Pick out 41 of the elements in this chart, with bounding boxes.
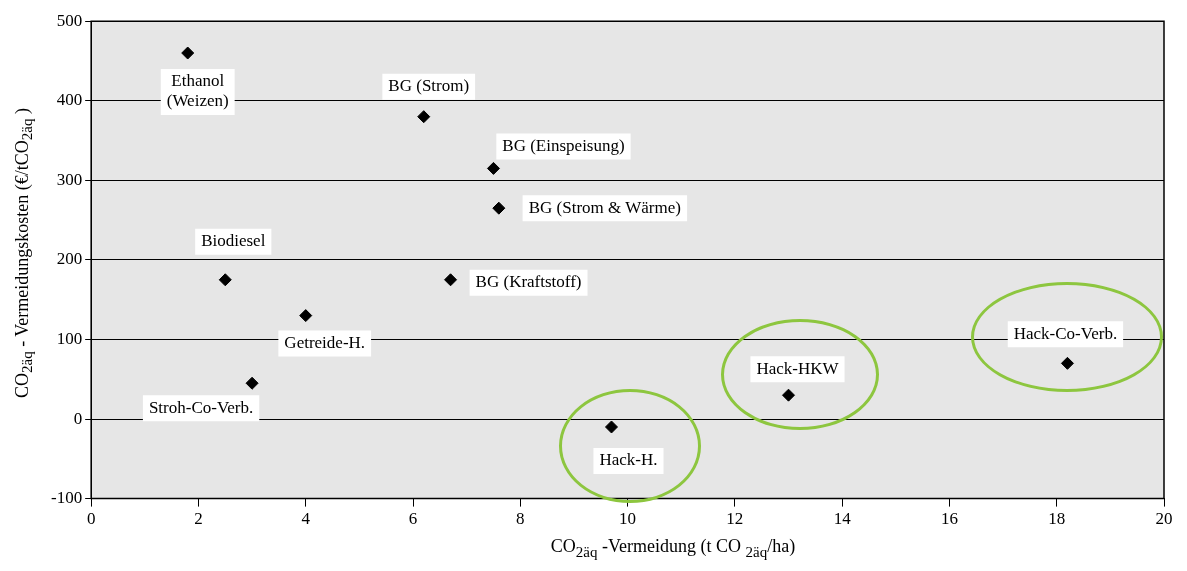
y-tick-label: 0 [73,408,83,428]
point [218,273,232,287]
point [181,46,195,60]
x-tick-label: 4 [301,509,311,529]
x-tick-label: 8 [516,509,525,529]
x-tick-label: 10 [619,509,637,529]
annotation: Hack-Co-Verb. [1013,323,1118,343]
point [604,420,618,434]
y-tick-label: 100 [56,328,83,348]
annotation: BG (Einspeisung) [502,135,625,155]
y-tick-label: 500 [56,10,83,30]
annotation: BG (Strom & Wärme) [528,197,681,217]
point [299,309,313,323]
point [492,201,506,215]
y-tick-label: 200 [56,249,83,269]
annotation: Biodiesel [201,231,266,251]
annotation: Getreide-H. [284,333,366,353]
x-tick-label: 0 [86,509,96,529]
y-tick-label: -100 [50,488,83,508]
point [417,110,431,124]
x-tick-label: 6 [408,509,418,529]
x-tick-label: 2 [194,509,203,529]
annotation: Ethanol (Weizen) [166,71,229,111]
x-tick-label: 20 [1155,509,1173,529]
annotation: Hack-HKW [756,358,840,378]
point [1060,356,1074,370]
y-tick-label: 300 [56,169,83,189]
y-tick-label: 400 [56,90,83,110]
point [782,388,796,402]
x-tick-label: 14 [833,509,852,529]
annotation: Stroh-Co-Verb. [148,397,254,417]
annotation: Hack-H. [599,450,658,470]
annotation: BG (Strom) [388,76,470,96]
x-tick-label: 12 [726,509,744,529]
x-axis-title: CO$_{2äq}$ -Vermeidung (t CO $_{2äq}$/ha) [549,536,797,561]
x-tick-label: 18 [1048,509,1066,529]
annotation: BG (Kraftstoff) [475,272,582,292]
point [444,273,458,287]
point [486,161,500,175]
point [245,376,259,390]
x-tick-label: 16 [940,509,958,529]
